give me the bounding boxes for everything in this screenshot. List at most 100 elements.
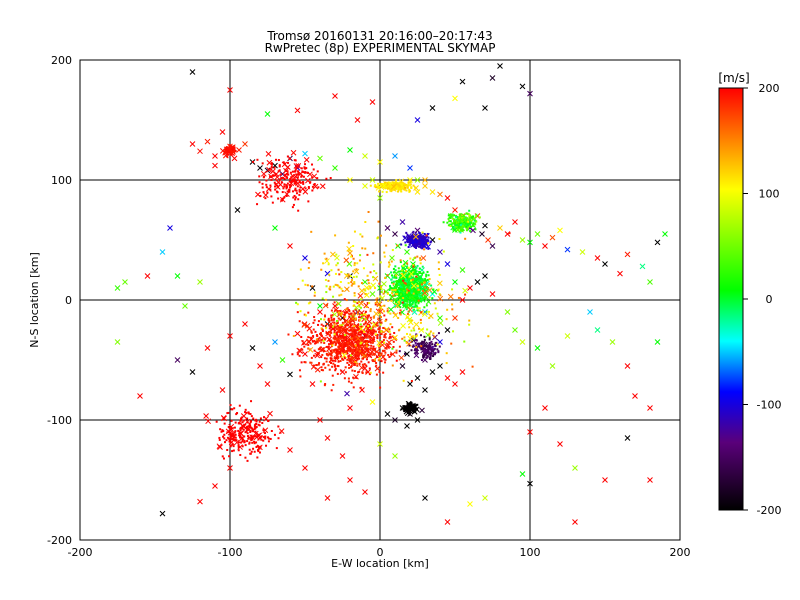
- data-point-dot: [349, 275, 352, 278]
- data-point-dot: [298, 369, 301, 372]
- data-point-dot: [399, 306, 402, 309]
- data-point-dot: [361, 339, 364, 342]
- data-point-dot: [400, 293, 403, 296]
- data-point-dot: [253, 427, 256, 430]
- data-point-dot: [453, 218, 456, 221]
- data-point-dot: [366, 253, 369, 256]
- data-point-dot: [409, 288, 412, 291]
- data-point-dot: [248, 441, 251, 444]
- data-point-x: [377, 195, 383, 201]
- data-point-dot: [420, 279, 423, 282]
- data-point-dot: [378, 326, 381, 329]
- data-point-x: [459, 369, 466, 375]
- data-point-dot: [317, 323, 320, 326]
- data-point-dot: [305, 167, 308, 170]
- data-point-dot: [347, 346, 350, 349]
- data-point-dot: [419, 262, 422, 265]
- data-point-x: [587, 309, 593, 315]
- data-point-x: [174, 273, 181, 279]
- data-point-x: [425, 243, 431, 250]
- data-point-dot: [420, 272, 423, 275]
- data-point-dot: [335, 264, 338, 267]
- data-point-dot: [283, 162, 286, 165]
- data-point-dot: [418, 277, 421, 280]
- data-point-x: [307, 171, 313, 178]
- data-point-dot: [270, 195, 273, 198]
- data-point-dot: [227, 425, 230, 428]
- data-point-x: [512, 219, 518, 225]
- data-point-dot: [333, 317, 336, 320]
- data-point-dot: [468, 215, 471, 218]
- data-point-dot: [394, 288, 397, 291]
- data-point-dot: [230, 419, 233, 422]
- data-point-dot: [404, 407, 407, 410]
- data-point-x: [359, 287, 365, 294]
- data-point-dot: [291, 170, 294, 173]
- data-point-dot: [412, 299, 415, 302]
- data-point-dot: [412, 278, 415, 281]
- data-point-dot: [289, 180, 292, 183]
- data-point-x: [459, 267, 466, 273]
- data-point-dot: [229, 433, 232, 436]
- data-point-dot: [278, 165, 281, 168]
- data-point-dot: [322, 324, 325, 327]
- data-point-dot: [406, 276, 409, 279]
- data-point-dot: [325, 257, 328, 260]
- data-points: [114, 63, 668, 525]
- data-point-dot: [399, 261, 402, 264]
- data-point-x: [361, 353, 367, 359]
- data-point-dot: [286, 155, 289, 158]
- data-point-dot: [414, 279, 417, 282]
- data-point-dot: [330, 361, 333, 364]
- data-point-x: [366, 318, 373, 325]
- data-point-dot: [297, 209, 300, 212]
- data-point-dot: [397, 291, 400, 294]
- data-point-dot: [387, 346, 390, 349]
- data-point-dot: [339, 355, 342, 358]
- data-point-dot: [262, 429, 265, 432]
- data-point-dot: [352, 270, 355, 273]
- data-point-dot: [399, 280, 402, 283]
- data-point-dot: [349, 350, 352, 353]
- data-point-dot: [298, 354, 301, 357]
- data-point-dot: [235, 439, 238, 442]
- data-point-dot: [353, 262, 356, 265]
- data-point-x: [295, 163, 302, 169]
- data-point-dot: [415, 344, 418, 347]
- data-point-dot: [353, 292, 356, 295]
- data-point-dot: [327, 346, 330, 349]
- data-point-dot: [414, 305, 417, 308]
- data-point-dot: [285, 172, 288, 175]
- data-point-dot: [419, 239, 422, 242]
- data-point-dot: [322, 336, 325, 339]
- data-point-dot: [402, 304, 405, 307]
- data-point-dot: [428, 341, 431, 344]
- data-point-dot: [328, 343, 331, 346]
- data-point-dot: [398, 350, 401, 353]
- data-point-dot: [329, 357, 332, 360]
- data-point-x: [594, 327, 601, 333]
- x-tick-label: -100: [218, 546, 243, 559]
- data-point-dot: [307, 200, 310, 203]
- data-point-dot: [383, 310, 386, 313]
- data-point-dot: [306, 171, 309, 174]
- data-point-dot: [369, 271, 372, 274]
- data-point-dot: [408, 243, 411, 246]
- data-point-dot: [383, 349, 386, 352]
- data-point-dot: [333, 337, 336, 340]
- data-point-x: [189, 369, 196, 375]
- data-point-dot: [336, 333, 339, 336]
- data-point-dot: [466, 224, 469, 227]
- data-point-dot: [351, 279, 354, 282]
- data-point-x: [534, 345, 541, 351]
- data-point-dot: [401, 289, 404, 292]
- data-point-dot: [345, 337, 348, 340]
- data-point-dot: [239, 422, 242, 425]
- data-point-dot: [409, 282, 412, 285]
- data-point-dot: [358, 305, 361, 308]
- data-point-dot: [357, 371, 360, 374]
- data-point-dot: [401, 281, 404, 284]
- data-point-dot: [334, 283, 337, 286]
- data-point-dot: [285, 175, 288, 178]
- data-point-dot: [348, 366, 351, 369]
